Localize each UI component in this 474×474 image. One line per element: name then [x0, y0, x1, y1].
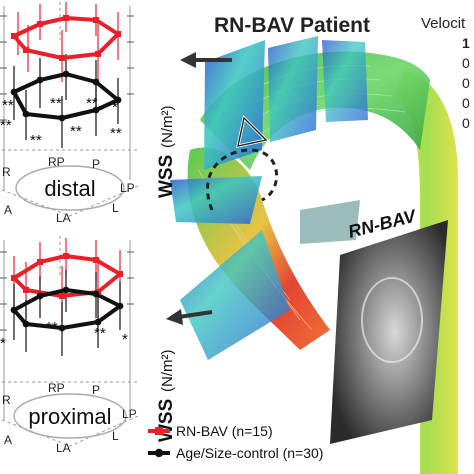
svg-text:Age/Size-control (n=30): Age/Size-control (n=30) — [176, 445, 323, 461]
cut-plane-2 — [268, 36, 318, 142]
legend-item-control: Age/Size-control (n=30) — [148, 445, 323, 461]
significance-stars: ** — [94, 325, 106, 342]
control-error-bars — [13, 270, 121, 356]
position-label: LA — [56, 211, 71, 225]
panel-label-proximal: proximal — [28, 404, 111, 429]
box-frame — [1, 2, 139, 217]
mri-valve — [361, 277, 423, 363]
rnbav-error-bars — [13, 238, 121, 322]
position-label: LA — [56, 441, 71, 455]
velocity-colorbar: Velocit 1 0 0 0 0 — [421, 15, 470, 131]
base-ellipse — [15, 165, 125, 211]
base-ellipse — [13, 393, 127, 439]
svg-text:(N/m²): (N/m²) — [159, 106, 176, 148]
position-label: L — [112, 201, 119, 215]
position-label: L — [112, 429, 119, 443]
velocity-tick: 0 — [462, 75, 470, 91]
position-label: A — [4, 203, 12, 217]
svg-text:WSS: WSS — [156, 399, 177, 442]
cut-plane-4 — [170, 176, 262, 224]
position-label: RP — [48, 155, 65, 169]
significance-stars: ** — [86, 95, 98, 112]
position-label: RP — [48, 381, 65, 395]
position-label: R — [2, 165, 11, 179]
position-label: LP — [122, 407, 137, 421]
significance-stars: * — [0, 335, 6, 352]
legend: RN-BAV (n=15) Age/Size-control (n=30) — [148, 423, 323, 461]
position-label: R — [2, 393, 11, 407]
rnbav-error-bars — [17, 2, 119, 82]
dark-arrow-icon — [166, 309, 213, 325]
significance-stars: ** — [110, 125, 122, 142]
flow-visualization: RN-BAV Patient RN-BAV — [166, 14, 458, 474]
significance-stars: ** — [46, 319, 58, 336]
position-label: LP — [120, 181, 135, 195]
significance-stars: * — [122, 331, 128, 348]
velocity-tick: 0 — [462, 95, 470, 111]
velocity-tick: 1 — [462, 35, 470, 51]
cut-plane-1 — [204, 40, 265, 170]
cut-plane-5 — [180, 230, 290, 360]
significance-stars: ** — [30, 132, 42, 149]
velocity-tick: 0 — [462, 55, 470, 71]
significance-stars: ** — [2, 97, 14, 114]
legend-item-rnbav: RN-BAV (n=15) — [148, 423, 273, 439]
svg-text:WSS: WSS — [156, 155, 177, 198]
panel-proximal: ** ** * * proximal R RP P LP L LA A — [0, 236, 139, 455]
position-label: P — [92, 383, 100, 397]
velocity-tick: 0 — [462, 115, 470, 131]
mri-slice — [330, 220, 448, 444]
patient-title: RN-BAV Patient — [214, 14, 370, 37]
cut-plane-3 — [322, 40, 368, 122]
significance-stars: ** — [70, 123, 82, 140]
dark-arrow-icon — [180, 52, 232, 68]
significance-stars: ** — [50, 95, 62, 112]
velocity-label: Velocit — [421, 15, 466, 32]
panel-label-distal: distal — [44, 176, 95, 201]
wss-axis-top: WSS (N/m²) — [156, 106, 177, 198]
significance-stars: * — [112, 99, 118, 116]
svg-text:RN-BAV (n=15): RN-BAV (n=15) — [176, 423, 273, 439]
position-label: P — [92, 157, 100, 171]
cut-plane-6 — [300, 200, 360, 244]
panel-distal: ** ** ** * ** ** ** ** distal R RP P LP … — [0, 2, 139, 225]
position-label: A — [4, 433, 12, 447]
dashed-rotation-arrow-icon — [206, 114, 278, 211]
svg-text:(N/m²): (N/m²) — [159, 350, 176, 392]
significance-stars: ** — [0, 117, 12, 134]
